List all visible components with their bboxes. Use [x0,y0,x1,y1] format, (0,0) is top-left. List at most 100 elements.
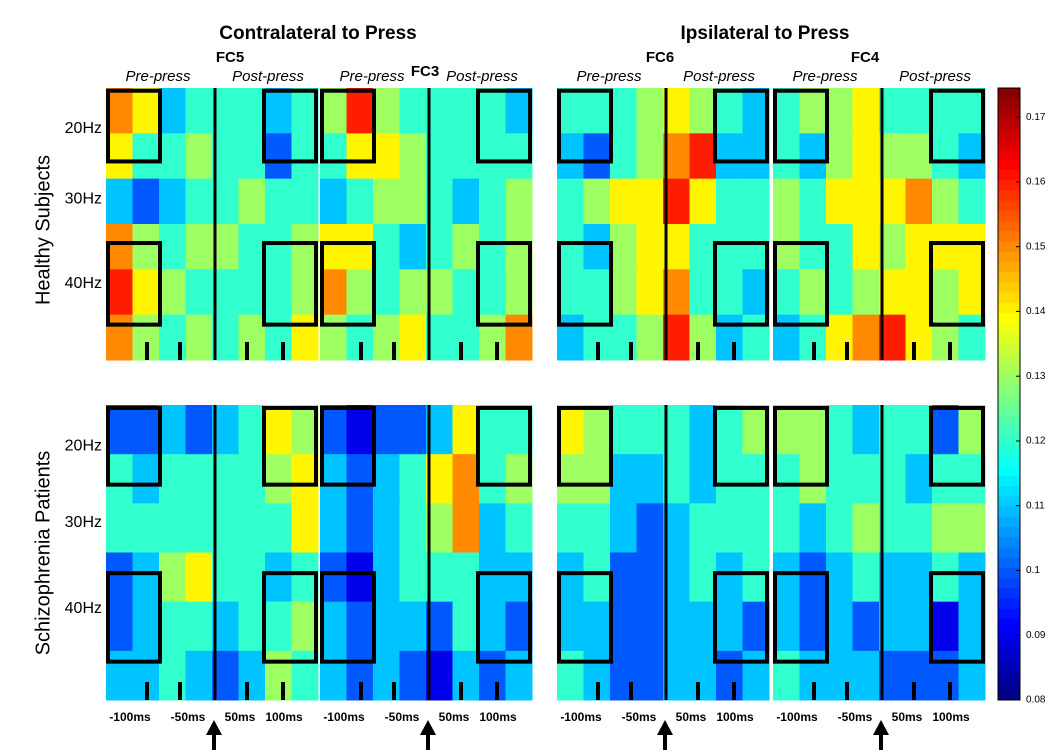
heatmap-cell [320,269,347,316]
heatmap-cell [852,552,880,603]
heatmap-cell [799,178,827,225]
heatmap-cell [185,454,213,504]
colorbar-label: 0.16 [1026,177,1046,188]
heatmap-cell [452,405,480,455]
header: Ipsilateral to Press [681,23,850,44]
colorbar-label: 0.13 [1026,371,1046,382]
heatmap-cell [826,405,853,455]
colorbar-band [998,179,1020,191]
heatmap-cell [265,405,292,455]
freq-label: 40Hz [65,600,102,617]
heatmap-cell [636,601,664,652]
heatmap-cell [399,552,427,603]
heatmap-cell [106,454,133,504]
colorbar-band [998,322,1020,334]
colorbar-band [998,526,1020,538]
heatmap-cell [636,178,664,225]
heatmap-cell [185,133,213,180]
heatmap-cell [320,405,347,455]
window-box [557,405,613,487]
heatmap-cell [399,178,427,225]
heatmap-cell [265,314,292,361]
channel-label: FC4 [851,49,880,66]
heatmap-cell [826,133,853,180]
heatmap-cell [346,178,374,225]
heatmap-cell [773,552,800,603]
heatmap-cell [479,552,506,603]
heatmap-cell [773,224,800,270]
heatmap-cell [479,601,506,652]
colorbar-band [998,577,1020,589]
heatmap-cell [479,178,506,225]
heatmap-cell [716,650,743,701]
colorbar-band [998,373,1020,385]
heatmap-cell [636,133,664,180]
window-box [320,571,376,664]
heatmap-cell [238,601,266,652]
heatmap-cell [557,650,584,701]
heatmap-cell [399,314,427,361]
heatmap-cell [852,454,880,504]
heatmap-cell [399,88,427,134]
heatmap-cell [320,503,347,553]
colorbar-frame [997,87,1021,701]
heatmap-cell [238,454,266,504]
heatmap-cell [399,269,427,316]
heatmap-cell [185,314,213,361]
heatmap-cell [716,133,743,180]
heatmap [557,88,770,361]
heatmap-cell [636,650,664,701]
colorbar-band [998,220,1020,232]
heatmap-cell [636,269,664,316]
heatmap-cell [265,454,292,504]
heatmap-cell [238,552,266,603]
heatmap-cell [185,601,213,652]
time-label: 50ms [439,710,470,724]
heatmap-cell [373,601,400,652]
heatmap-cell [716,269,743,316]
colorbar-band [998,598,1020,609]
heatmap-cell [689,552,717,603]
heatmap-cell [689,405,717,455]
heatmap-cell [932,601,959,652]
heatmap-cell [799,269,827,316]
heatmap-cell [799,224,827,270]
time-label: 100ms [265,710,303,724]
heatmap-cell [185,269,213,316]
freq-label: 40Hz [65,275,102,292]
window-label: Post-press [683,68,755,85]
heatmap-cell [106,88,133,134]
heatmap-cell [932,178,959,225]
heatmap-cell [958,503,986,553]
colorbar-band [998,230,1020,242]
heatmap-cell [932,224,959,270]
heatmap-cell [185,405,213,455]
heatmap-cell [610,224,637,270]
window-box [320,405,376,487]
freq-label: 20Hz [65,438,102,455]
time-label: -100ms [776,710,818,724]
window-box [929,405,985,487]
press-arrow-head [420,720,436,735]
heatmap-cell [799,601,827,652]
heatmap-cell [479,88,506,134]
heatmap-cell [373,133,400,180]
window-label: Post-press [232,68,304,85]
colorbar-band [998,587,1020,599]
heatmap-cell [610,133,637,180]
heatmap-cell [905,269,933,316]
heatmap-cell [132,88,160,134]
heatmap-cell [159,178,186,225]
heatmap-cell [132,133,160,180]
window-box [106,405,162,487]
window-box [713,241,769,327]
heatmap-cell [557,454,584,504]
window-label: Post-press [899,68,971,85]
colorbar-label: 0.15 [1026,241,1046,252]
heatmap-cell [905,503,933,553]
heatmap-cell [265,269,292,316]
window-box [476,571,532,664]
heatmap-cell [905,552,933,603]
heatmap-cell [799,405,827,455]
window-label: Pre-press [339,68,405,85]
